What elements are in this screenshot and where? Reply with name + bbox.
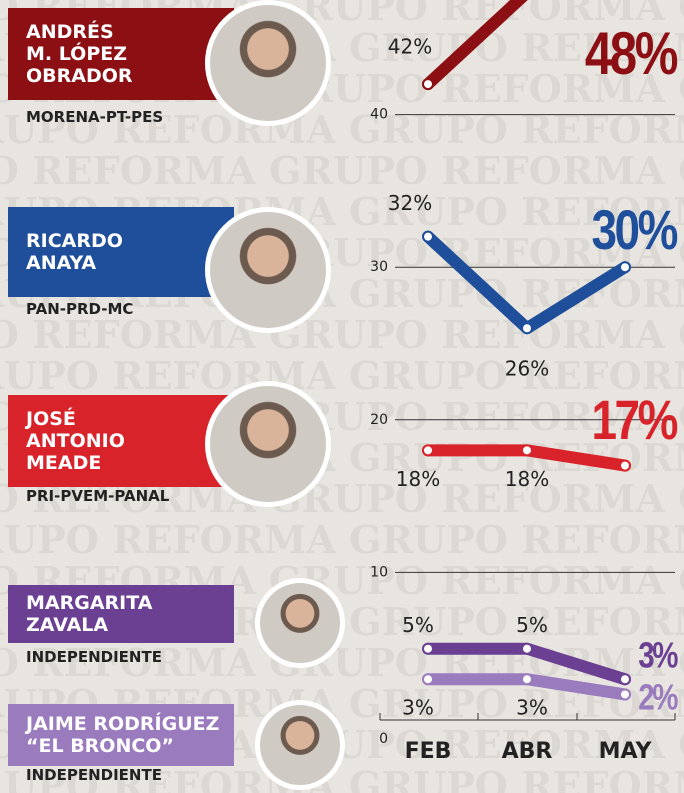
data-label: 5% xyxy=(402,613,434,637)
y-tick-label: 30 xyxy=(370,259,388,275)
data-point xyxy=(620,689,630,699)
data-point xyxy=(620,262,630,272)
candidate-party: MORENA-PT-PES xyxy=(26,108,163,126)
candidate-photo xyxy=(255,700,345,790)
final-label: 3% xyxy=(638,635,678,675)
data-point xyxy=(522,644,532,654)
candidate-party: PRI-PVEM-PANAL xyxy=(26,487,169,505)
data-point xyxy=(423,644,433,654)
candidate-name: ANDRÉS M. LÓPEZ OBRADOR xyxy=(8,8,234,100)
data-label: 32% xyxy=(388,191,432,215)
data-label: 3% xyxy=(516,696,548,720)
candidate-photo xyxy=(205,0,331,126)
x-tick-label: MAY xyxy=(599,739,653,764)
data-point xyxy=(522,323,532,333)
candidate-party: INDEPENDIENTE xyxy=(26,766,162,784)
data-point xyxy=(423,674,433,684)
x-tick-label: ABR xyxy=(502,739,553,764)
data-label: 26% xyxy=(505,357,549,381)
data-point xyxy=(423,445,433,455)
candidate-party: PAN-PRD-MC xyxy=(26,300,133,318)
candidate-photo xyxy=(205,381,331,507)
data-label: 18% xyxy=(505,467,549,491)
final-label: 17% xyxy=(591,388,677,450)
watermark: GRUPO REFORMA GRUPO REFORMA GRUPO REFORM… xyxy=(0,353,684,398)
data-point xyxy=(620,674,630,684)
y-tick-label: 10 xyxy=(370,564,388,580)
page: {"chart_data": {"type": "line", "waterma… xyxy=(0,0,684,793)
y-tick-label: 0 xyxy=(379,731,388,747)
final-label: 2% xyxy=(638,677,678,717)
y-tick-label: 20 xyxy=(370,412,388,428)
data-point xyxy=(522,674,532,684)
candidate-photo xyxy=(255,578,345,668)
candidate-name: JOSÉ ANTONIO MEADE xyxy=(8,395,234,487)
data-label: 18% xyxy=(396,467,440,491)
watermark: GRUPO REFORMA GRUPO REFORMA GRUPO REFORM… xyxy=(0,312,684,357)
final-label: 48% xyxy=(585,19,678,87)
data-label: 3% xyxy=(402,696,434,720)
candidate-name: RICARDO ANAYA xyxy=(8,207,234,297)
data-label: 5% xyxy=(516,613,548,637)
data-point xyxy=(620,461,630,471)
candidate-party: INDEPENDIENTE xyxy=(26,648,162,666)
watermark: GRUPO REFORMA GRUPO REFORMA GRUPO REFORM… xyxy=(0,517,684,562)
data-point xyxy=(423,232,433,242)
candidate-name: JAIME RODRÍGUEZ “EL BRONCO” xyxy=(8,704,234,766)
candidate-name: MARGARITA ZAVALA xyxy=(8,585,234,643)
candidate-photo xyxy=(205,207,331,333)
data-point xyxy=(522,445,532,455)
data-label: 42% xyxy=(388,35,432,59)
y-tick-label: 40 xyxy=(370,107,388,123)
watermark: GRUPO REFORMA GRUPO REFORMA GRUPO REFORM… xyxy=(0,148,684,193)
data-point xyxy=(423,79,433,89)
x-tick-label: FEB xyxy=(405,739,452,764)
final-label: 30% xyxy=(591,198,677,260)
